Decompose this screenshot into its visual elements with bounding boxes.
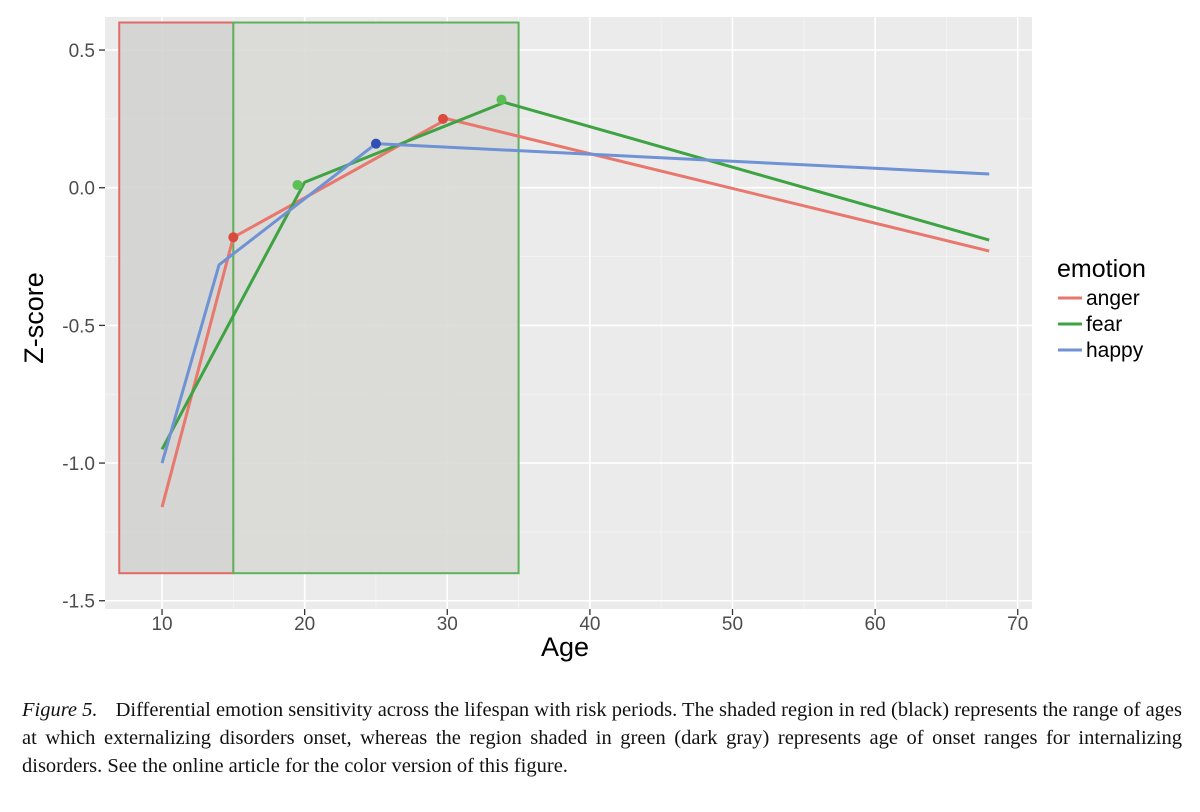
series-lines [160,100,990,508]
marker-fear [292,179,303,190]
marker-fear [496,94,507,105]
caption-label: Figure 5. [22,699,98,721]
legend-label-happy: happy [1086,339,1144,362]
risk-regions [118,21,520,575]
x-tick-label: 70 [1007,614,1028,635]
y-axis-title: Z-score [19,272,49,364]
x-tick-label: 20 [294,614,315,635]
region-externalizing [118,21,235,575]
x-tick-label: 60 [865,614,886,635]
x-axis-title: Age [541,632,589,662]
y-tick-label: -1.0 [62,454,95,475]
y-tick-label: 0.0 [69,179,95,200]
marker-anger [437,113,448,124]
caption-text: Differential emotion sensitivity across … [22,699,1182,777]
x-tick-label: 50 [722,614,743,635]
line-chart: 0.5 0.0 -0.5 -1.0 -1.5 10 20 30 40 50 60 70 Age Z-… [19,17,1146,662]
legend-label-fear: fear [1086,313,1122,336]
x-tick-label: 30 [437,614,458,635]
figure: 0.5 0.0 -0.5 -1.0 -1.5 10 20 30 40 50 60 70 Age Z-… [19,17,1146,662]
y-axis-ticks: 0.5 0.0 -0.5 -1.0 -1.5 [62,41,105,613]
x-tick-label: 10 [151,614,172,635]
x-tick-label: 40 [579,614,600,635]
marker-happy [370,138,381,149]
y-tick-label: -0.5 [62,316,95,337]
series-line-anger [160,117,990,508]
legend: emotion anger fear happy [1057,255,1146,362]
legend-title: emotion [1057,255,1146,283]
series-markers [228,94,507,243]
region-internalizing [232,21,520,575]
figure-caption: Figure 5. Differential emotion sensitivit… [22,696,1182,780]
series-line-fear [160,100,990,451]
x-axis-ticks: 10 20 30 40 50 60 70 [151,609,1028,635]
y-tick-label: -1.5 [62,592,95,613]
y-tick-label: 0.5 [69,41,95,62]
legend-label-anger: anger [1086,287,1140,310]
series-line-happy [160,142,990,464]
marker-anger [228,232,239,243]
